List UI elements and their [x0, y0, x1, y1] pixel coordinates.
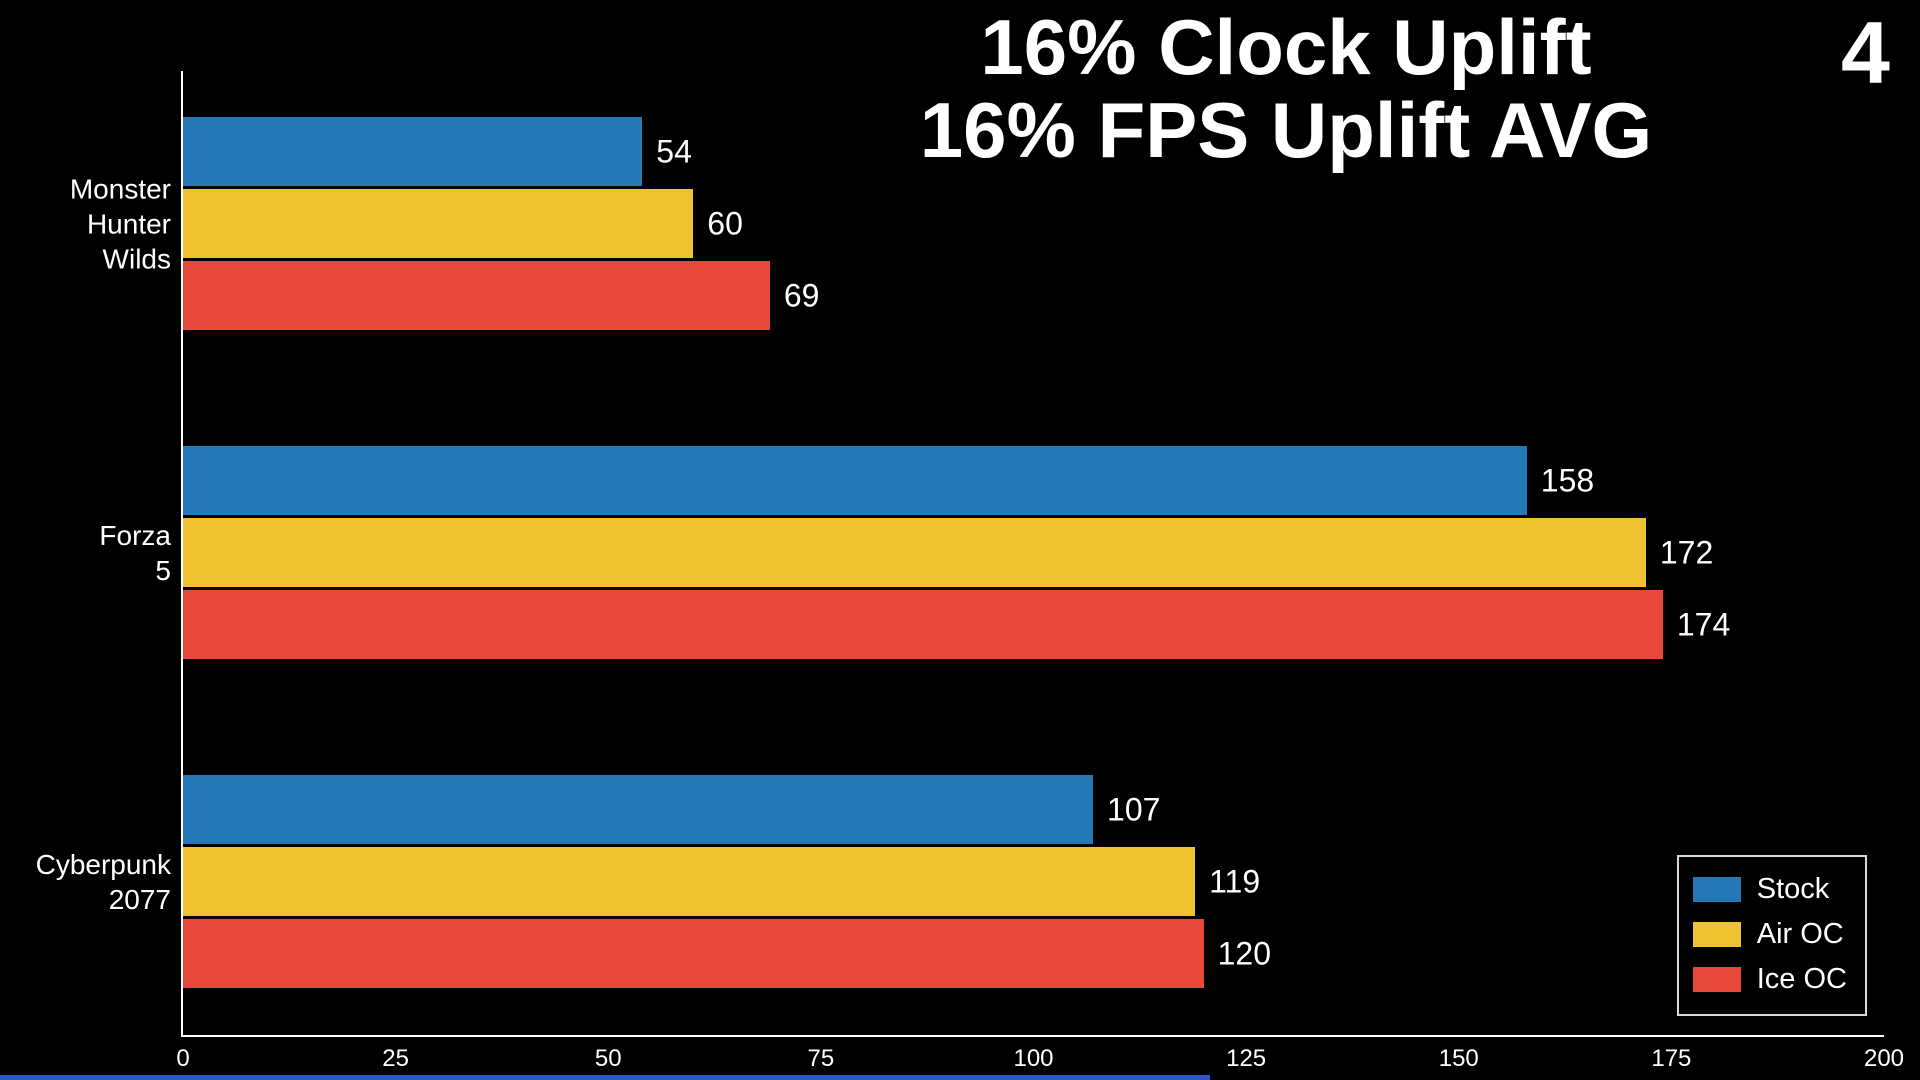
legend-label: Air OC	[1756, 918, 1844, 950]
x-tick-label: 125	[1226, 1045, 1267, 1072]
chart-title-line1: 16% Clock Uplift	[980, 3, 1592, 91]
bar-stock	[183, 775, 1094, 844]
value-label: 119	[1209, 863, 1261, 899]
value-label: 107	[1107, 791, 1161, 827]
x-tick-label: 25	[382, 1045, 409, 1072]
legend-label: Ice OC	[1756, 963, 1847, 995]
x-tick-label: 200	[1863, 1045, 1905, 1072]
plot-area: Monster Hunter Wilds 54 60 69 Forza 5 158 172 174 C…	[36, 71, 1904, 1072]
legend-item: Ice OC	[1692, 957, 1847, 1002]
chart-title-line2: 16% FPS Uplift AVG	[919, 85, 1653, 174]
bar-ice-oc	[183, 590, 1663, 659]
legend-item: Stock	[1692, 867, 1847, 912]
legend-swatch	[1692, 922, 1741, 947]
legend-label: Stock	[1756, 873, 1830, 905]
x-tick-label: 75	[807, 1045, 835, 1072]
legend: Stock Air OC Ice OC	[1676, 855, 1867, 1016]
value-label: 174	[1676, 606, 1731, 642]
value-label: 69	[783, 277, 820, 313]
bar-ice-oc	[183, 919, 1204, 988]
x-tick-label: 150	[1438, 1045, 1479, 1072]
bar-air-oc	[183, 847, 1196, 916]
video-progress-fill	[0, 1075, 1210, 1080]
value-label: 60	[707, 205, 743, 241]
category-label: Cyberpunk 2077	[35, 848, 171, 915]
x-tick-label: 100	[1013, 1045, 1054, 1072]
bar-stock	[183, 446, 1527, 515]
legend-item: Air OC	[1692, 912, 1847, 957]
legend-swatch	[1692, 967, 1741, 992]
chart-title: 16% Clock Uplift 16% FPS Uplift AVG	[920, 6, 1652, 171]
value-label: 120	[1217, 935, 1271, 971]
video-progress-bar[interactable]	[0, 1075, 1920, 1080]
slide-number: 4	[1841, 3, 1890, 102]
category-label: Forza 5	[99, 519, 171, 586]
bar-air-oc	[183, 518, 1646, 587]
value-label: 158	[1540, 462, 1595, 498]
bar-ice-oc	[183, 261, 770, 330]
value-label: 54	[656, 133, 692, 169]
x-tick-label: 50	[594, 1045, 622, 1072]
x-tick-label: 0	[176, 1045, 190, 1072]
category-label: Monster Hunter Wilds	[69, 173, 171, 274]
legend-swatch	[1692, 877, 1741, 902]
bar-air-oc	[183, 189, 694, 258]
bar-stock	[183, 117, 643, 186]
value-label: 172	[1659, 534, 1714, 570]
x-tick-label: 175	[1651, 1045, 1692, 1072]
